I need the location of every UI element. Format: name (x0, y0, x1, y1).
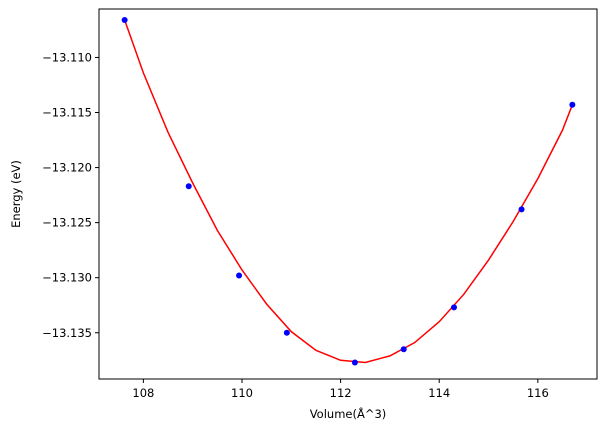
y-tick-label: −13.135 (42, 326, 92, 340)
plot-area (121, 17, 576, 366)
data-point (451, 304, 458, 311)
x-axis-label: Volume(Å^3) (310, 406, 387, 421)
axes-frame (98, 8, 598, 380)
x-tick-label: 108 (132, 386, 154, 400)
y-tick-label: −13.130 (42, 271, 92, 285)
x-tick-label: 110 (231, 386, 253, 400)
data-point (185, 183, 192, 190)
y-axis-label: Energy (eV) (9, 160, 23, 228)
data-point (236, 272, 243, 279)
y-tick-label: −13.110 (42, 50, 92, 64)
y-tick-label: −13.120 (42, 161, 92, 175)
data-point (569, 101, 576, 108)
tick-layer: 108 110 112 114 116 −13.110 −13.115 −13.120 −13.… (42, 50, 549, 400)
y-tick-label: −13.125 (42, 216, 92, 230)
data-point (283, 329, 290, 336)
x-tick-label: 116 (527, 386, 549, 400)
fit-curve-line (123, 19, 574, 364)
data-point (121, 17, 128, 24)
x-tick-label: 114 (428, 386, 450, 400)
data-point (518, 206, 525, 213)
x-tick-label: 112 (330, 386, 352, 400)
data-point (351, 359, 358, 366)
y-tick-label: −13.115 (42, 106, 92, 120)
data-point (400, 346, 407, 353)
